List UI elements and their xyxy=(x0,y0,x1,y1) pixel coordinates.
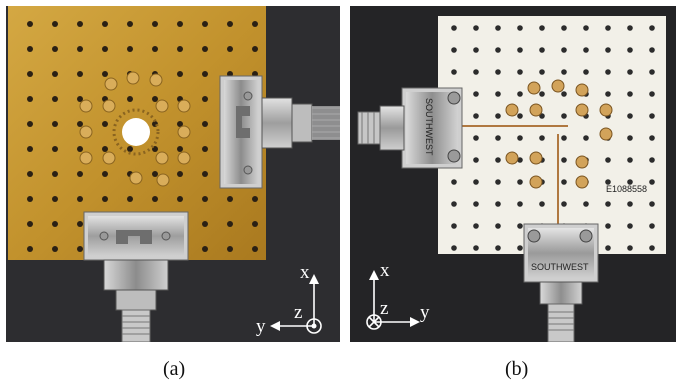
y-axis-label-b: y xyxy=(420,302,430,323)
photo-panel-b: E1088558 SOUTHWEST SOUTHWEST xyxy=(350,6,676,342)
x-axis-label-a: x xyxy=(300,262,310,283)
bottom-sma-connector xyxy=(83,211,189,342)
y-arrowhead-b xyxy=(410,317,420,327)
y-axis-label-a: y xyxy=(256,316,266,337)
caption-a: (a) xyxy=(163,358,186,380)
board-serial-label: E1088558 xyxy=(606,184,647,194)
right-sma-connector xyxy=(219,75,340,189)
caption-b: (b) xyxy=(505,358,529,380)
center-aperture xyxy=(112,108,160,156)
photo-a-graphic: x z y xyxy=(6,6,340,342)
white-pcb-board xyxy=(438,16,666,254)
left-sma-connector: SOUTHWEST xyxy=(357,87,463,169)
z-into-page-symbol xyxy=(366,314,382,330)
z-axis-label-b: z xyxy=(380,298,388,319)
bottom-sma-connector-b: SOUTHWEST xyxy=(523,223,599,342)
z-axis-label-a: z xyxy=(294,302,302,323)
x-axis-label-b: x xyxy=(380,260,390,281)
brass-screws xyxy=(505,79,613,189)
photo-b-graphic: E1088558 SOUTHWEST SOUTHWEST xyxy=(350,6,676,342)
screw-ring xyxy=(79,71,191,187)
photo-panel-a: x z y xyxy=(6,6,340,342)
axes-b: x z y xyxy=(366,260,430,330)
y-arrowhead-a xyxy=(270,321,280,331)
brand-label-bottom: SOUTHWEST xyxy=(531,262,589,272)
brand-label-left: SOUTHWEST xyxy=(424,98,434,156)
axes-a: x z y xyxy=(256,262,322,337)
x-arrowhead-b xyxy=(369,270,379,280)
z-out-of-page-symbol xyxy=(306,318,322,334)
x-arrowhead-a xyxy=(309,274,319,284)
